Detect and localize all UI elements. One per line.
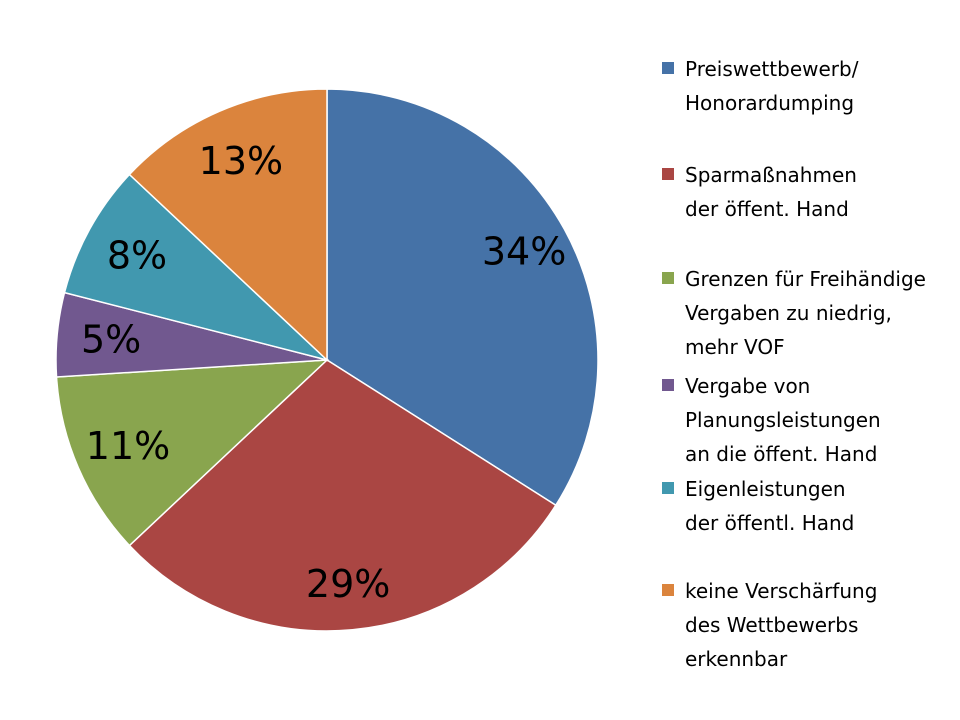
pie-slice-5 [63, 173, 328, 361]
legend-label-line: Planungsleistungen [685, 408, 881, 432]
legend-label-line: der öffentl. Hand [685, 511, 855, 535]
legend-label-line: Vergabe von [685, 374, 811, 398]
legend-label-line: keine Verschärfung [685, 579, 878, 603]
pie-slice-6 [128, 88, 328, 362]
legend-label-line: erkennbar [685, 647, 788, 671]
legend-label-line: des Wettbewerbs [685, 613, 859, 637]
slice-label-2: 29% [306, 562, 390, 606]
legend-swatch [662, 482, 674, 494]
legend-label-line: mehr VOF [685, 335, 785, 359]
legend-swatch [662, 62, 674, 74]
pie-slice-2 [128, 359, 557, 632]
legend-label: Preiswettbewerb/Honorardumping [685, 52, 858, 120]
legend-label: keine Verschärfung des Wettbewerbs erkennb… [685, 574, 877, 676]
slice-label-4: 5% [81, 318, 141, 362]
slice-label-3: 11% [86, 424, 170, 468]
legend-swatch [662, 168, 674, 180]
legend-label-line: Eigenleistungen [685, 477, 846, 501]
legend-swatch [662, 584, 674, 596]
legend-label: Vergabe von Planungsleistungen an die öffe… [685, 369, 881, 471]
slice-label-5: 8% [107, 234, 167, 278]
legend-label-line: der öffent. Hand [685, 197, 849, 221]
legend-label-line: Grenzen für Freihändige [685, 267, 926, 291]
legend-label: Sparmaßnahmen der öffent. Hand [685, 158, 857, 226]
legend-label-line: Vergaben zu niedrig, [685, 301, 892, 325]
slice-label-6: 13% [199, 139, 283, 183]
legend-label-line: Honorardumping [685, 91, 855, 115]
legend-swatch [662, 272, 674, 284]
legend-label-line: an die öffent. Hand [685, 442, 878, 466]
legend-swatch [662, 379, 674, 391]
pie-slice-3 [55, 359, 330, 547]
legend-label-line: Sparmaßnahmen [685, 163, 857, 187]
legend-label: Eigenleistungen der öffentl. Hand [685, 472, 854, 540]
legend-label-line: Preiswettbewerb/ [685, 57, 859, 81]
pie-slice-1 [326, 88, 599, 507]
slice-label-1: 34% [482, 230, 566, 274]
legend-label: Grenzen für Freihändige Vergaben zu niedr… [685, 262, 926, 364]
